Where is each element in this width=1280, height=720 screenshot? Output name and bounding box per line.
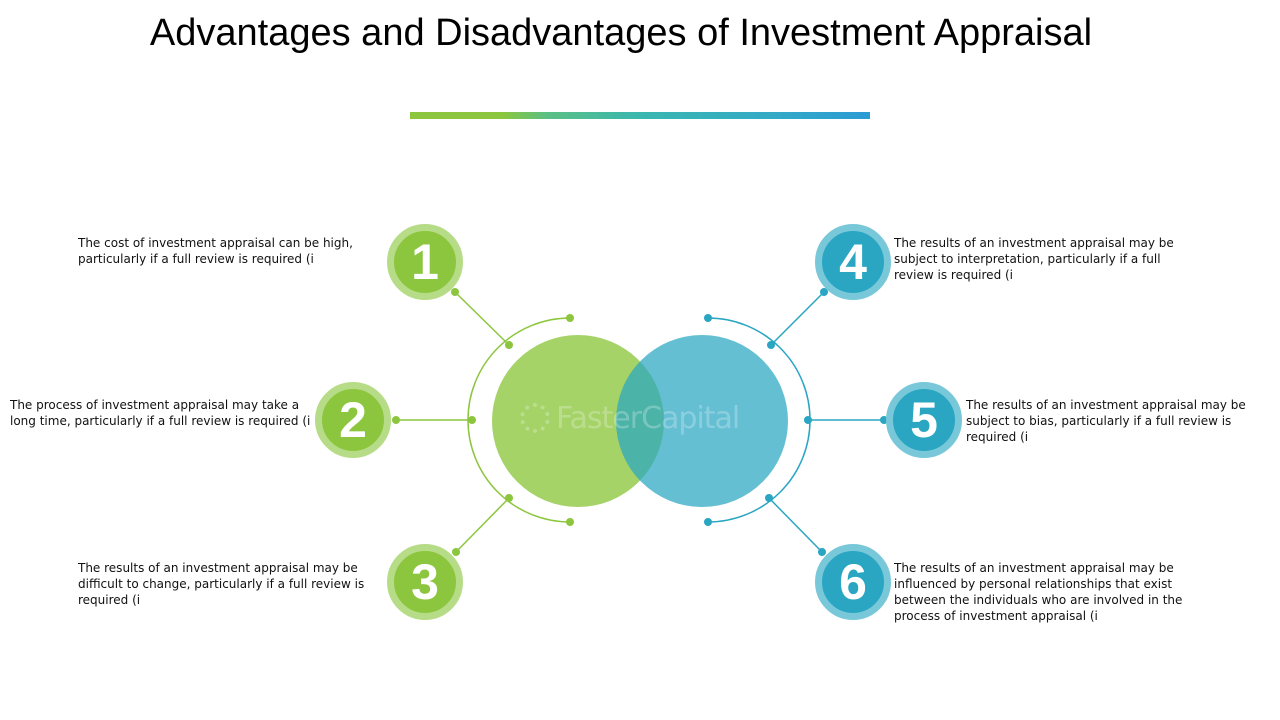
number-badge-3: 3 [387, 544, 463, 620]
connector-1 [454, 291, 510, 346]
dot [804, 416, 812, 424]
number-badge-2: 2 [315, 382, 391, 458]
number-badge-5: 5 [886, 382, 962, 458]
item-5-text: The results of an investment appraisal m… [966, 398, 1246, 444]
watermark-text: FasterCapital [556, 400, 740, 436]
dot [468, 416, 476, 424]
venn-circle-right [616, 335, 788, 507]
page-title: Advantages and Disadvantages of Investme… [149, 12, 1093, 54]
connector-3 [455, 497, 510, 553]
dot [767, 341, 775, 349]
item-6-text: The results of an investment appraisal m… [894, 561, 1183, 623]
connector-4 [770, 291, 825, 346]
dot [566, 518, 574, 526]
connector-6 [768, 497, 823, 553]
watermark: FasterCapital [520, 398, 760, 438]
right-connector-dots [704, 288, 888, 556]
dot [451, 288, 459, 296]
dot [704, 314, 712, 322]
dot [505, 341, 513, 349]
dot [392, 416, 400, 424]
dot [452, 548, 460, 556]
number-badge-6: 6 [815, 544, 891, 620]
item-2-text: The process of investment appraisal may … [10, 398, 311, 428]
gear-logo-icon [520, 403, 550, 433]
item-1-text: The cost of investment appraisal can be … [78, 236, 353, 266]
dot [818, 548, 826, 556]
item-3-text: The results of an investment appraisal m… [78, 561, 365, 607]
number-badge-4: 4 [815, 224, 891, 300]
dot [566, 314, 574, 322]
dot [704, 518, 712, 526]
title-underline-bar [410, 112, 870, 119]
left-connector-dots [392, 288, 574, 556]
number-badge-1: 1 [387, 224, 463, 300]
item-4-text: The results of an investment appraisal m… [894, 236, 1174, 282]
dot [820, 288, 828, 296]
dot [505, 494, 513, 502]
venn-circle-left [492, 335, 664, 507]
dot [765, 494, 773, 502]
